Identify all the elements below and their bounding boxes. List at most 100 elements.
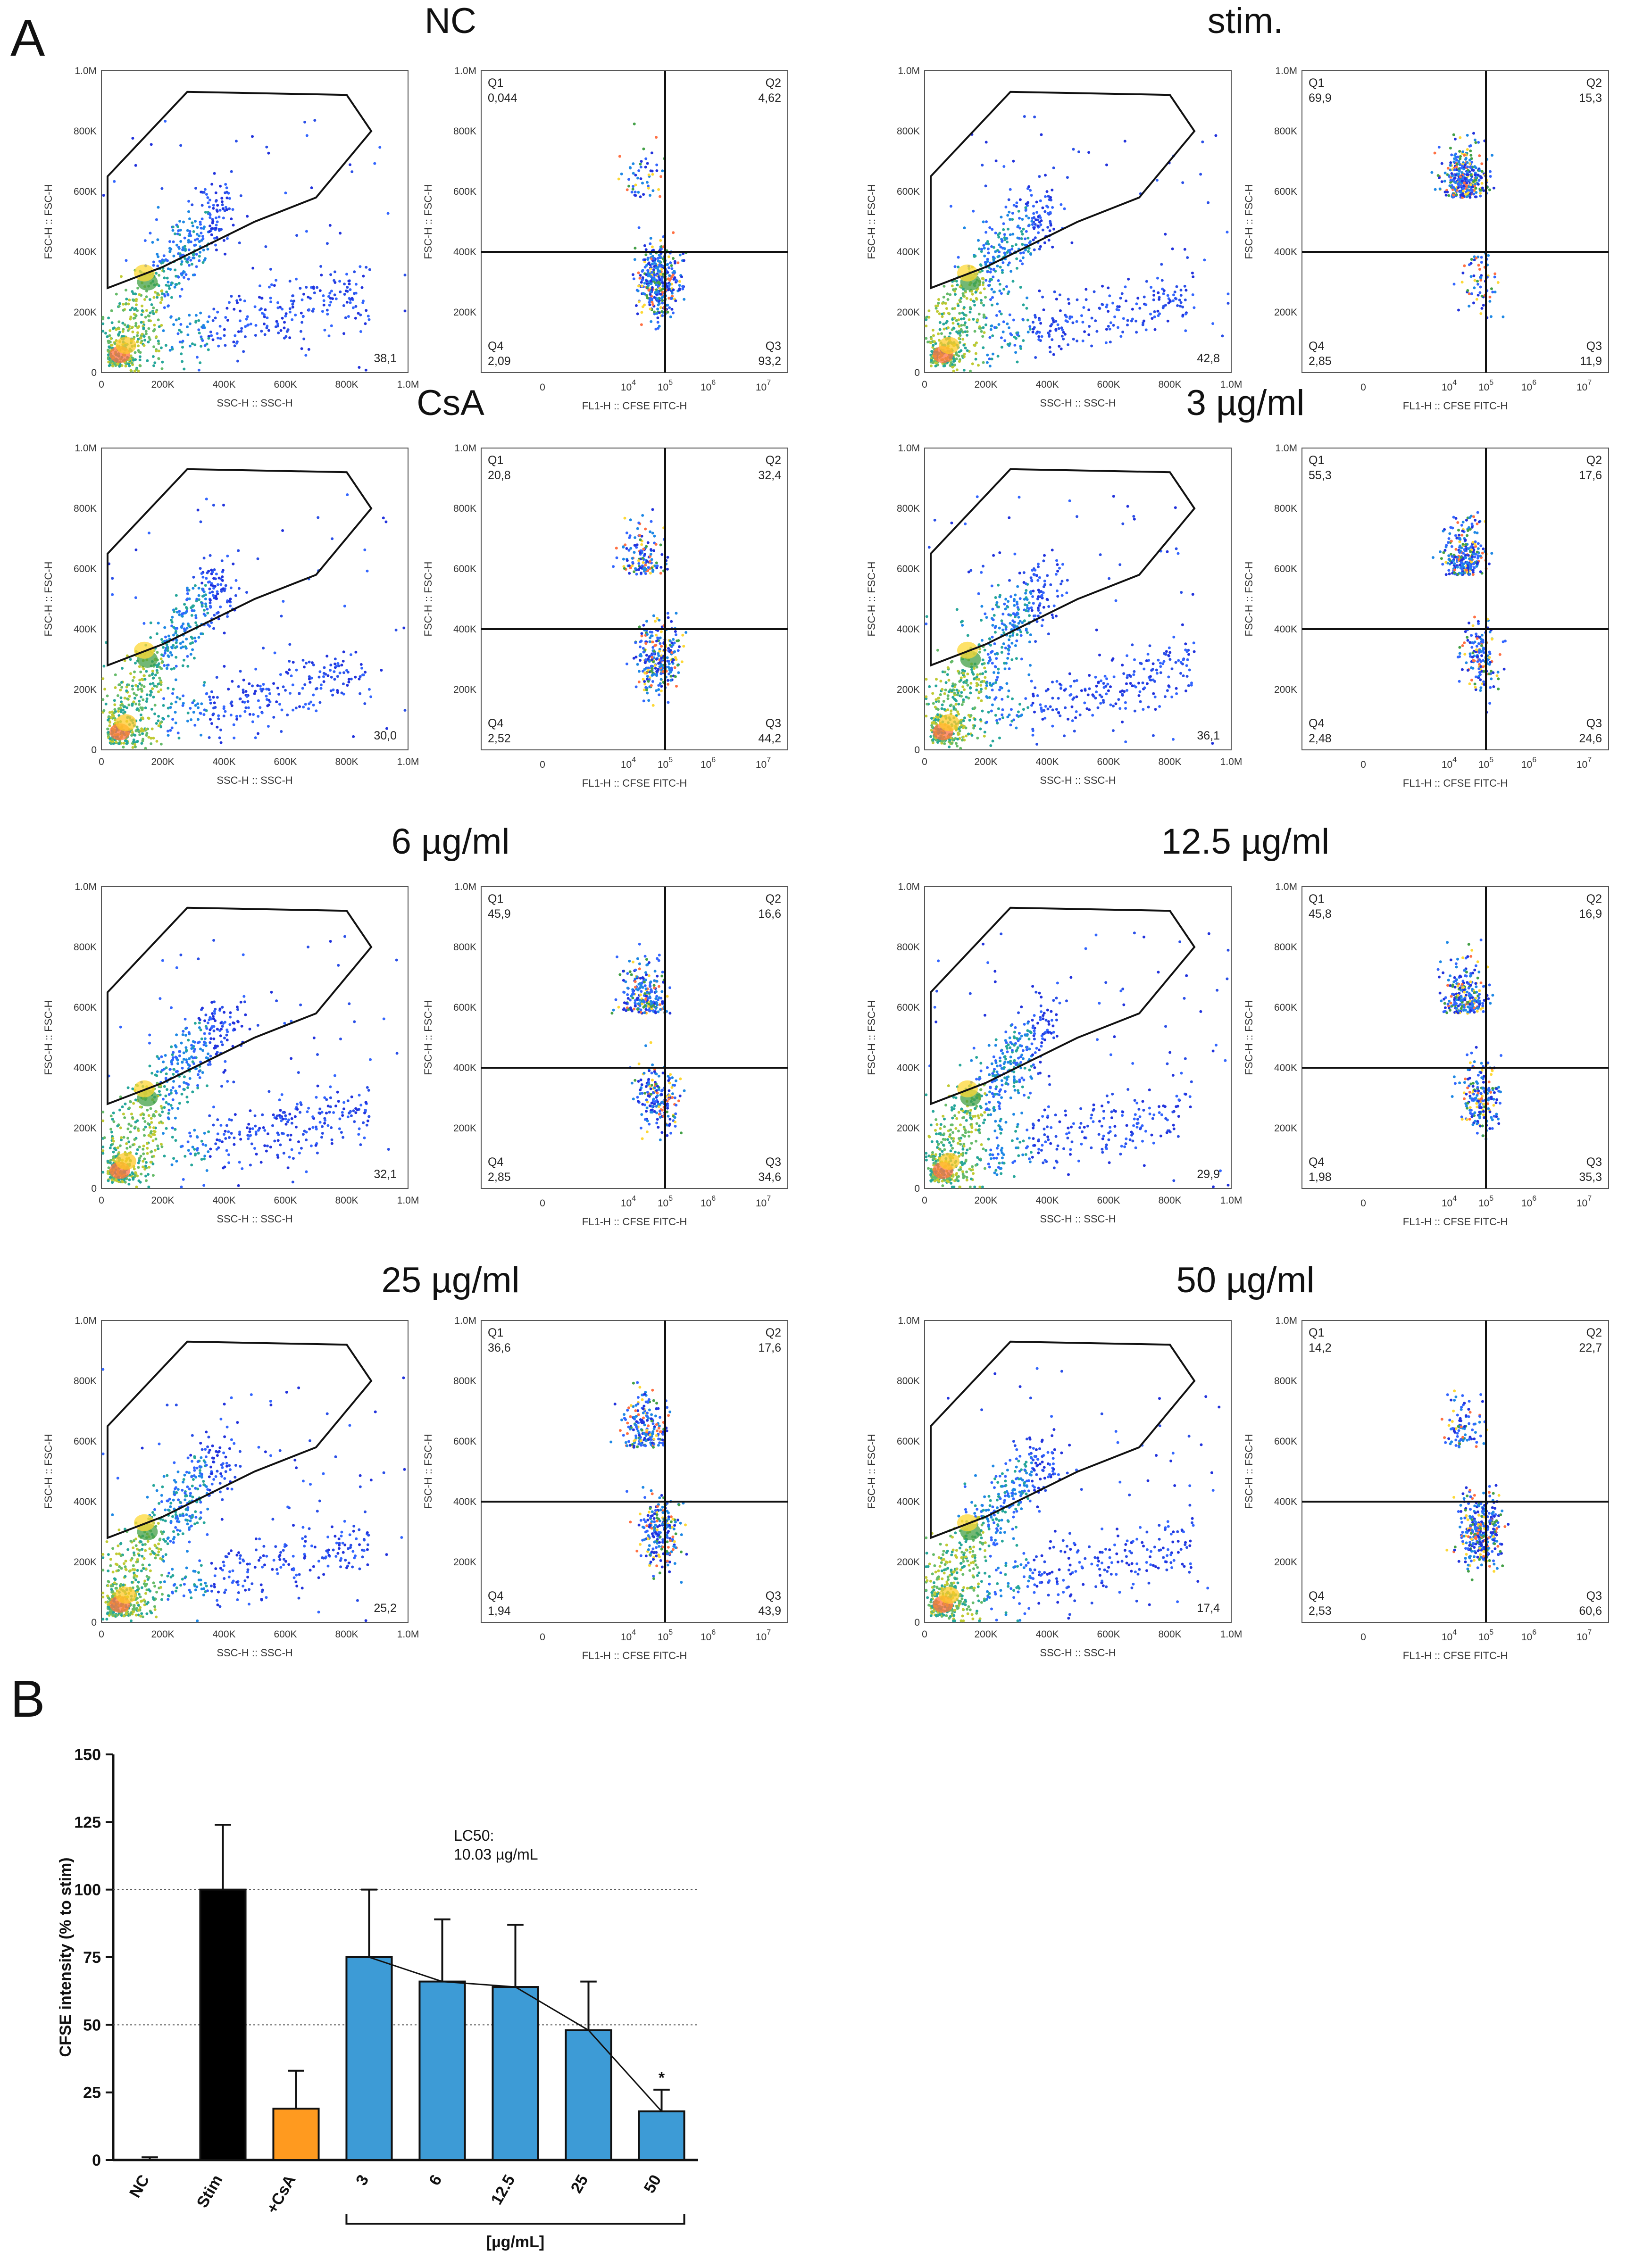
- x-tick-label: 0: [540, 759, 545, 770]
- q4-value: 2,09: [488, 355, 511, 368]
- x-tick-label: 600K: [274, 379, 297, 390]
- y-tick-label: 400K: [74, 247, 97, 258]
- condition-title: CsA: [417, 383, 484, 423]
- q2-name: Q2: [766, 454, 781, 467]
- x-tick-label: 104: [1442, 756, 1457, 770]
- condition-title: stim.: [1208, 1, 1283, 41]
- y-axis-label: FSC-H :: FSC-H: [42, 184, 54, 259]
- x-axis-label: SSC-H :: SSC-H: [1040, 774, 1116, 786]
- plot-frame: [481, 71, 788, 373]
- x-tick-label: 0: [1360, 382, 1366, 393]
- q4-name: Q4: [488, 1589, 503, 1603]
- y-tick-label: 200K: [453, 684, 476, 695]
- x-tick-label: 107: [756, 1628, 771, 1643]
- x-tick-label: 200K: [974, 756, 997, 767]
- y-tick-label: 800K: [453, 503, 476, 514]
- q3-value: 35,3: [1579, 1171, 1602, 1184]
- y-tick-label: 1.0M: [898, 881, 920, 892]
- y-tick-label: 200K: [74, 1123, 97, 1134]
- condition-title: 3 µg/ml: [1186, 383, 1305, 423]
- x-category-label: +CsA: [263, 2172, 300, 2217]
- y-tick-label: 200K: [897, 307, 920, 318]
- q3-value: 60,6: [1579, 1604, 1602, 1618]
- y-tick-label: 800K: [453, 942, 476, 953]
- y-tick-label: 400K: [897, 624, 920, 635]
- x-tick-label: 106: [701, 1195, 716, 1209]
- plot-frame: [481, 448, 788, 750]
- x-tick-label: 800K: [335, 1195, 358, 1206]
- x-tick-label: 200K: [151, 756, 174, 767]
- q2-value: 32,4: [758, 469, 781, 482]
- y-tick-label: 800K: [897, 942, 920, 953]
- y-tick-label: 1.0M: [75, 66, 97, 76]
- y-tick-label: 0: [914, 367, 920, 378]
- y-axis-label: FSC-H :: FSC-H: [866, 562, 877, 637]
- y-tick-label: 200K: [74, 307, 97, 318]
- x-category-label: 25: [567, 2172, 592, 2196]
- x-tick-label: 800K: [335, 379, 358, 390]
- x-tick-label: 400K: [1035, 1195, 1059, 1206]
- x-axis-label: SSC-H :: SSC-H: [1040, 1213, 1116, 1225]
- x-tick-label: 104: [621, 1195, 636, 1209]
- x-tick-label: 1.0M: [1220, 756, 1243, 767]
- x-tick-label: 107: [1577, 756, 1592, 770]
- plot-frame: [1302, 1321, 1609, 1622]
- q2-value: 16,9: [1579, 907, 1602, 921]
- x-tick-label: 400K: [1035, 1629, 1059, 1640]
- q2-name: Q2: [1586, 1326, 1602, 1339]
- y-tick-label: 400K: [897, 1063, 920, 1073]
- y-axis-label: FSC-H :: FSC-H: [866, 1434, 877, 1509]
- x-axis-label: SSC-H :: SSC-H: [217, 397, 292, 409]
- x-tick-label: 105: [658, 1195, 673, 1209]
- y-tick-label: 0: [91, 367, 97, 378]
- condition-title: NC: [425, 1, 476, 41]
- y-tick-label: 600K: [74, 1436, 97, 1447]
- y-tick-label: 400K: [453, 1496, 476, 1507]
- x-tick-label: 1.0M: [397, 1629, 419, 1640]
- y-tick-label: 800K: [1274, 126, 1297, 137]
- y-axis-label: FSC-H :: FSC-H: [42, 562, 54, 637]
- y-tick-label: 400K: [74, 1063, 97, 1073]
- y-tick-label: 600K: [74, 186, 97, 197]
- x-tick-label: 200K: [974, 1195, 997, 1206]
- plot-frame: [481, 1321, 788, 1622]
- bar-Stim: [200, 1890, 245, 2160]
- x-tick-label: 800K: [1158, 1629, 1181, 1640]
- q3-value: 11,9: [1580, 355, 1602, 368]
- x-tick-label: 0: [1360, 759, 1366, 770]
- x-tick-label: 200K: [151, 379, 174, 390]
- y-tick-label: 400K: [1274, 1496, 1297, 1507]
- q2-value: 17,6: [758, 1341, 781, 1354]
- q4-name: Q4: [488, 717, 503, 730]
- y-tick-label: 600K: [453, 186, 476, 197]
- x-tick-label: 105: [1478, 379, 1493, 393]
- q1-name: Q1: [488, 454, 503, 467]
- q3-name: Q3: [766, 1589, 781, 1603]
- y-tick-label: 600K: [897, 186, 920, 197]
- y-tick-label: 400K: [74, 624, 97, 635]
- y-tick-label: 200K: [1274, 1123, 1297, 1134]
- x-tick-label: 600K: [274, 756, 297, 767]
- x-tick-label: 107: [1577, 379, 1592, 393]
- x-axis-label: FL1-H :: CFSE FITC-H: [582, 1216, 687, 1228]
- y-tick-label: 200K: [453, 1123, 476, 1134]
- x-tick-label: 1.0M: [397, 379, 419, 390]
- q3-value: 24,6: [1579, 732, 1602, 745]
- lc50-value: 10.03 µg/mL: [454, 1846, 538, 1863]
- plot-frame: [1302, 887, 1609, 1188]
- y-axis-label: FSC-H :: FSC-H: [1243, 1434, 1255, 1509]
- y-tick-label: 1.0M: [75, 1315, 97, 1326]
- y-tick-label: 200K: [897, 1557, 920, 1568]
- x-tick-label: 200K: [151, 1195, 174, 1206]
- cfse-quadrant-plot: Q120,8Q232,4Q344,2Q42,52200K400K600K800K…: [422, 443, 788, 789]
- q1-name: Q1: [488, 892, 503, 906]
- y-tick-label: 600K: [1274, 1002, 1297, 1013]
